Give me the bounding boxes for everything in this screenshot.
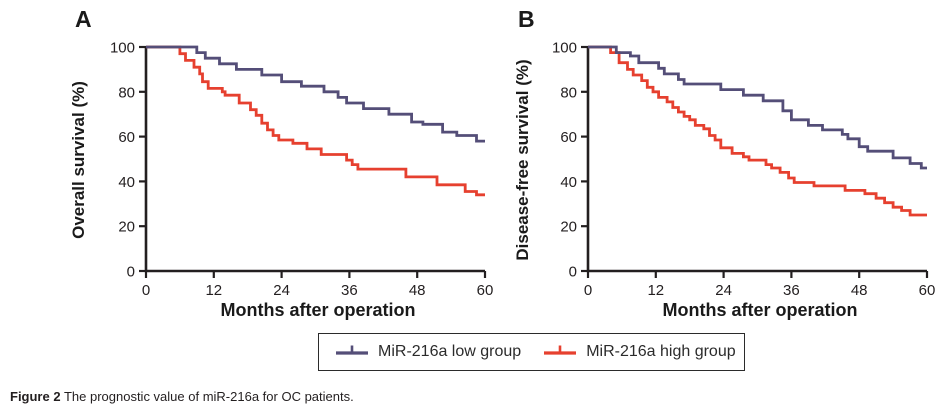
svg-text:24: 24	[715, 282, 732, 299]
panel-a-y-axis-title: Overall survival (%)	[69, 81, 88, 239]
svg-text:12: 12	[205, 282, 222, 299]
svg-text:60: 60	[919, 282, 936, 299]
km-step-high-icon	[543, 342, 577, 363]
svg-text:100: 100	[110, 40, 135, 57]
svg-text:40: 40	[118, 174, 135, 191]
panel-b-y-axis-title: Disease-free survival (%)	[513, 59, 532, 261]
legend-item-low-group: MiR-216a low group	[335, 342, 521, 363]
kaplan-meier-chart-b: 0 12 24 36 48 60 0 20 40 60 80 100	[552, 40, 936, 300]
panel-a-x-axis-title: Months after operation	[220, 300, 416, 320]
svg-text:60: 60	[118, 129, 135, 146]
svg-text:60: 60	[560, 129, 577, 146]
svg-text:20: 20	[118, 219, 135, 236]
svg-text:80: 80	[118, 84, 135, 101]
svg-text:48: 48	[409, 282, 426, 299]
svg-text:12: 12	[647, 282, 664, 299]
figure-caption-number: Figure 2	[10, 389, 61, 404]
figure-caption: Figure 2 The prognostic value of miR-216…	[10, 389, 354, 404]
svg-text:0: 0	[127, 264, 135, 281]
svg-text:100: 100	[552, 40, 577, 57]
legend-label-high-group: MiR-216a high group	[586, 343, 736, 360]
km-step-low-icon	[335, 342, 369, 363]
svg-text:24: 24	[273, 282, 290, 299]
panel-a-label: A	[75, 6, 92, 32]
figure-caption-text: The prognostic value of miR-216a for OC …	[60, 389, 354, 404]
svg-text:0: 0	[584, 282, 592, 299]
svg-text:0: 0	[142, 282, 150, 299]
svg-text:60: 60	[477, 282, 494, 299]
legend-item-high-group: MiR-216a high group	[543, 342, 736, 363]
kaplan-meier-chart-a: 0 12 24 36 48 60 0 20 40 60 80 100	[110, 40, 494, 300]
svg-text:40: 40	[560, 174, 577, 191]
panel-b-label: B	[518, 6, 535, 32]
legend-label-low-group: MiR-216a low group	[378, 343, 522, 360]
svg-text:0: 0	[569, 264, 577, 281]
legend: MiR-216a low group MiR-216a high group	[318, 333, 745, 371]
svg-text:36: 36	[783, 282, 800, 299]
svg-text:48: 48	[851, 282, 868, 299]
panel-b-x-axis-title: Months after operation	[662, 300, 858, 320]
svg-text:20: 20	[560, 219, 577, 236]
svg-text:36: 36	[341, 282, 358, 299]
svg-text:80: 80	[560, 84, 577, 101]
